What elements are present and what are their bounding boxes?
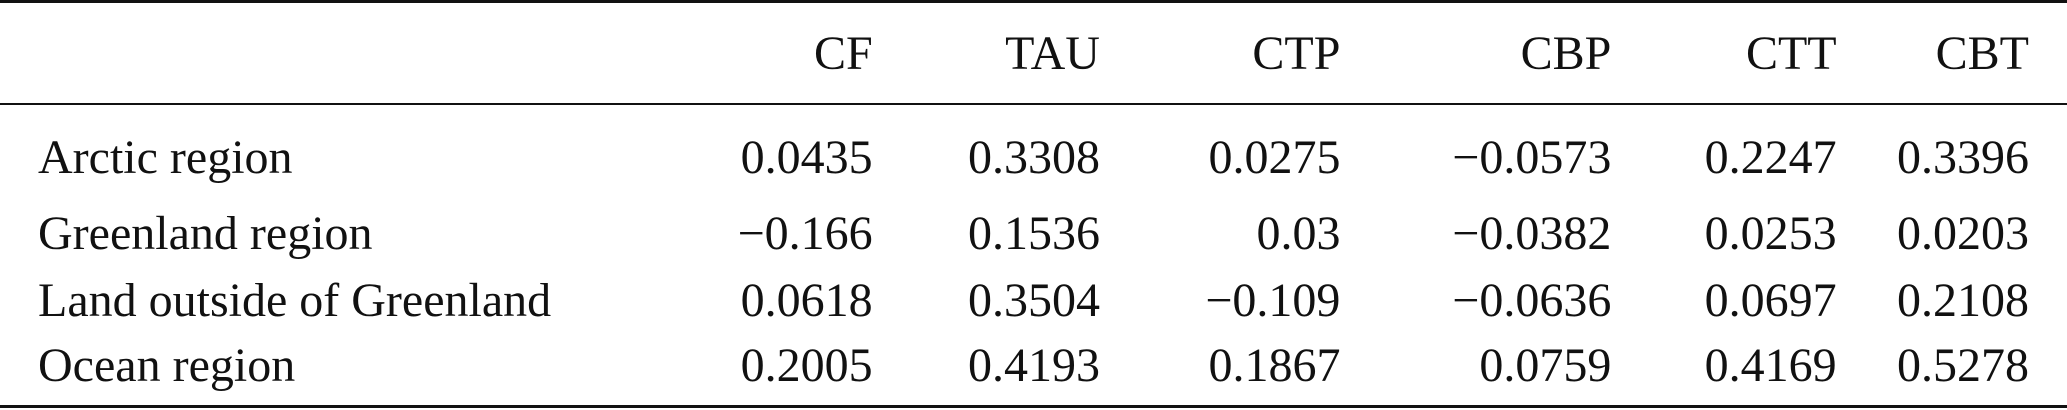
- column-header-cf: CF: [813, 26, 873, 80]
- header-row: CF TAU CTP CBP CTT CBT: [0, 0, 2067, 103]
- column-header-ctt: CTT: [1745, 26, 1837, 80]
- table-row: Greenland region −0.166 0.1536 0.03 −0.0…: [0, 200, 2067, 267]
- row-label: Greenland region: [38, 206, 373, 260]
- cell-value: 0.0435: [740, 130, 873, 184]
- cell-value: 0.0203: [1897, 206, 2029, 260]
- cell-value: 0.3308: [967, 130, 1100, 184]
- table-top-rule: [0, 0, 2067, 3]
- cell-value: 0.0275: [1208, 130, 1341, 184]
- table-row: Arctic region 0.0435 0.3308 0.0275 −0.05…: [0, 103, 2067, 200]
- table-header-rule: [0, 103, 2067, 105]
- cell-value: 0.2108: [1897, 273, 2029, 327]
- cell-value: 0.3396: [1897, 130, 2029, 184]
- column-header-tau: TAU: [1005, 26, 1100, 80]
- table-row: Ocean region 0.2005 0.4193 0.1867 0.0759…: [0, 334, 2067, 405]
- cell-value: −0.109: [1205, 273, 1341, 327]
- table-bottom-rule: [0, 405, 2067, 408]
- cell-value: 0.2005: [740, 338, 873, 392]
- cell-value: 0.4193: [967, 338, 1100, 392]
- cell-value: 0.0697: [1704, 273, 1837, 327]
- row-label: Land outside of Greenland: [38, 273, 552, 327]
- cell-value: 0.5278: [1897, 338, 2029, 392]
- column-header-region: [0, 0, 629, 103]
- cell-value: 0.1867: [1208, 338, 1341, 392]
- cell-value: 0.03: [1256, 206, 1341, 260]
- cell-value: −0.0636: [1452, 273, 1612, 327]
- cell-value: 0.2247: [1704, 130, 1837, 184]
- cell-value: 0.1536: [967, 206, 1100, 260]
- column-header-cbp: CBP: [1520, 26, 1612, 80]
- row-label: Arctic region: [38, 130, 293, 184]
- cell-value: 0.3504: [967, 273, 1100, 327]
- cell-value: 0.0759: [1479, 338, 1612, 392]
- cell-value: −0.0382: [1452, 206, 1612, 260]
- column-header-ctp: CTP: [1252, 26, 1341, 80]
- cell-value: −0.0573: [1452, 130, 1612, 184]
- cell-value: 0.0253: [1704, 206, 1837, 260]
- cell-value: −0.166: [737, 206, 873, 260]
- row-label: Ocean region: [38, 338, 296, 392]
- cell-value: 0.0618: [740, 273, 873, 327]
- column-header-cbt: CBT: [1935, 26, 2029, 80]
- cell-value: 0.4169: [1704, 338, 1837, 392]
- table-row: Land outside of Greenland 0.0618 0.3504 …: [0, 267, 2067, 334]
